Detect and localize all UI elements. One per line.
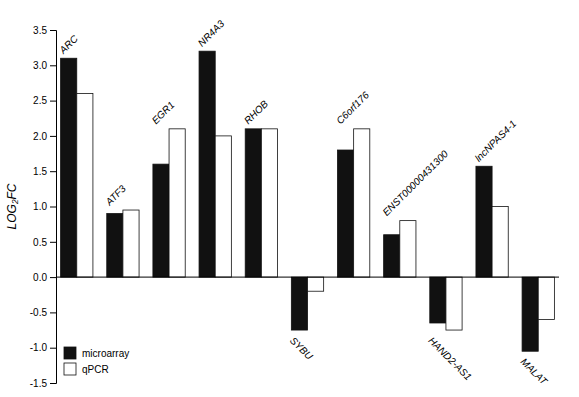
y-tick-label: 0.0: [33, 272, 47, 283]
y-tick-label: 0.5: [33, 237, 47, 248]
bar: [522, 277, 538, 351]
y-tick-label: 1.0: [33, 201, 47, 212]
category-label: EGR1: [150, 99, 177, 126]
y-axis-title: LOG₂FC: [5, 183, 19, 229]
bar: [476, 166, 492, 277]
bar: [261, 129, 277, 277]
bar: [446, 277, 462, 330]
plot: -1.5-1.0-0.50.00.51.01.52.02.53.03.5ARCA…: [30, 18, 559, 389]
category-label: ARC: [57, 32, 81, 56]
bar: [61, 58, 77, 277]
bar: [215, 136, 231, 277]
bar: [245, 129, 261, 277]
bar: [337, 150, 353, 277]
y-tick-label: -1.5: [30, 378, 48, 389]
bar: [538, 277, 554, 319]
category-label: ATF3: [103, 183, 129, 209]
y-tick: 3.0: [33, 60, 56, 71]
bar: [199, 51, 215, 277]
y-tick-line: [50, 348, 56, 349]
bar: [430, 277, 446, 323]
y-tick: 2.5: [33, 95, 56, 106]
legend-item: microarray: [64, 347, 129, 359]
y-tick-label: -0.5: [30, 307, 48, 318]
zero-line: [56, 277, 559, 278]
bar: [400, 221, 416, 277]
y-tick-line: [50, 101, 56, 102]
y-tick: -1.0: [30, 342, 56, 353]
y-tick: 1.5: [33, 166, 56, 177]
y-axis: -1.5 -1.0 -0.5 0.0 0.5 1.0 1.5 2.0 2.5 3.0 3.5: [30, 25, 57, 389]
y-tick-line: [50, 207, 56, 208]
bar: [354, 129, 370, 277]
y-tick-line: [50, 277, 56, 278]
y-tick: 1.0: [33, 201, 56, 212]
bar: [308, 277, 324, 291]
category-label: SYBU: [288, 335, 316, 363]
category-label: ENST00000431300: [380, 148, 450, 218]
y-tick-label: 1.5: [33, 166, 47, 177]
legend: microarray qPCR: [64, 347, 129, 375]
legend-item: qPCR: [64, 363, 109, 375]
y-tick-label: -1.0: [30, 342, 48, 353]
y-tick-label: 3.5: [33, 25, 47, 36]
bars: [61, 51, 555, 351]
legend-swatch: [64, 363, 76, 375]
y-tick-line: [50, 171, 56, 172]
y-tick-line: [50, 65, 56, 66]
category-labels: ARC ATF3 EGR1 NR4A3 RHOB SYBU C6orf176ENST0000…: [57, 18, 550, 388]
chart: -1.5-1.0-0.50.00.51.01.52.02.53.03.5ARCA…: [0, 0, 579, 397]
y-tick: 0.0: [33, 272, 56, 283]
category-label: lncNPAS4-1: [473, 118, 519, 164]
bar: [153, 164, 169, 277]
y-tick-line: [50, 136, 56, 137]
y-tick-line: [50, 383, 56, 384]
y-tick: 0.5: [33, 237, 56, 248]
bar: [384, 235, 400, 277]
category-label: MALAT: [519, 356, 550, 387]
y-tick-label: 2.5: [33, 95, 47, 106]
y-tick-line: [50, 242, 56, 243]
legend-label: microarray: [82, 348, 129, 359]
bar: [107, 214, 123, 278]
bar: [169, 129, 185, 277]
legend-swatch: [64, 347, 76, 359]
y-tick: -1.5: [30, 378, 56, 389]
bar: [123, 210, 139, 277]
y-tick-label: 3.0: [33, 60, 47, 71]
legend-label: qPCR: [82, 364, 109, 375]
bar: [77, 94, 93, 278]
y-tick: 2.0: [33, 131, 56, 142]
y-tick-label: 2.0: [33, 131, 47, 142]
bar: [291, 277, 307, 330]
y-tick-line: [50, 30, 56, 31]
bar: [492, 207, 508, 278]
category-label: RHOB: [242, 98, 270, 126]
y-tick: -0.5: [30, 307, 56, 318]
category-label: HAND2-AS1: [426, 335, 473, 382]
y-tick: 3.5: [33, 25, 56, 36]
y-tick-line: [50, 312, 56, 313]
category-label: NR4A3: [196, 18, 227, 49]
axis-domain: [50, 31, 57, 384]
category-label: C6orf176: [334, 89, 371, 126]
